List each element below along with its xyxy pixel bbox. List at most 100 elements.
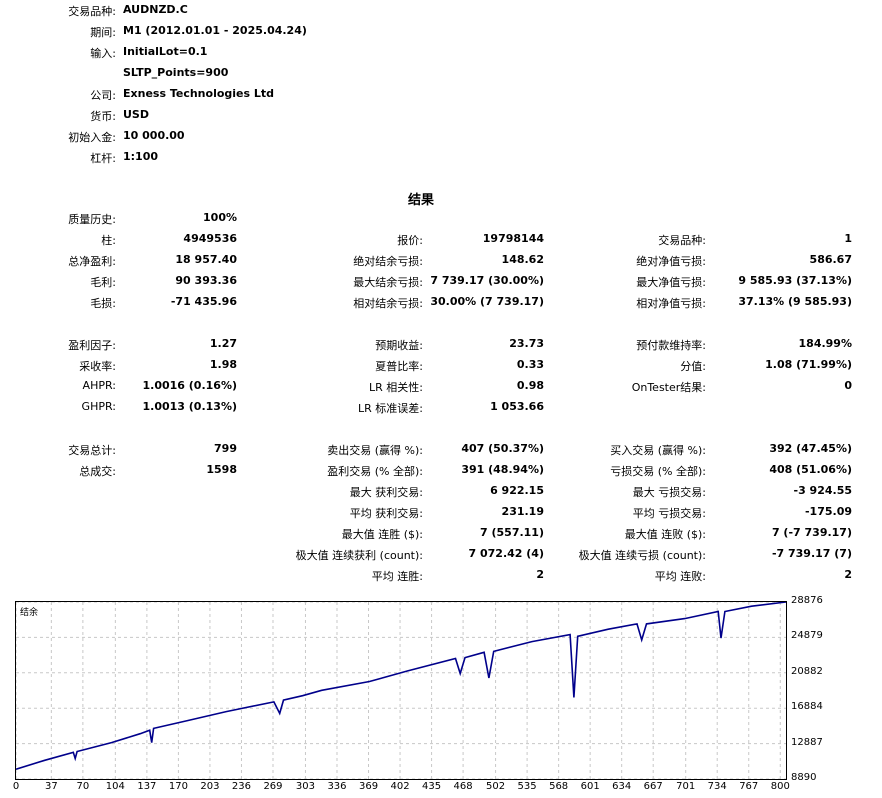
x-tick-label: 37	[44, 781, 58, 792]
x-tick-label: 402	[390, 781, 410, 792]
stat-label: LR 标准误差:	[358, 402, 423, 415]
setting-label: 初始入金:	[68, 131, 116, 144]
x-tick-label: 701	[676, 781, 696, 792]
stat-label: 平均 获利交易:	[349, 507, 423, 520]
stat-label: 最大 亏损交易:	[632, 486, 706, 499]
balance-chart-plot	[16, 602, 786, 779]
stat-value: 148.62	[501, 253, 544, 266]
stat-label: 总净盈利:	[68, 255, 116, 268]
x-tick-label: 0	[12, 781, 20, 792]
stat-value: 1	[844, 232, 852, 245]
x-tick-label: 336	[327, 781, 347, 792]
x-tick-label: 800	[770, 781, 790, 792]
stat-value: 1598	[206, 463, 237, 476]
stat-value: 0.33	[516, 358, 544, 371]
setting-value: USD	[123, 108, 149, 121]
stat-label: 盈利因子:	[68, 339, 116, 352]
stat-value: 23.73	[509, 337, 544, 350]
stat-label: 绝对结余亏损:	[353, 255, 423, 268]
stat-value: 0.98	[516, 379, 544, 392]
setting-value: SLTP_Points=900	[123, 66, 229, 79]
stat-label: 报价:	[397, 234, 423, 247]
stat-label: 最大值 连胜 ($):	[341, 528, 423, 541]
y-tick-label: 16884	[791, 701, 823, 713]
setting-label: 货币:	[90, 110, 116, 123]
stat-value: 799	[214, 442, 237, 455]
stat-value: 7 739.17 (30.00%)	[430, 274, 544, 287]
setting-value: Exness Technologies Ltd	[123, 87, 275, 100]
x-tick-label: 70	[76, 781, 90, 792]
x-tick-label: 269	[263, 781, 283, 792]
x-tick-label: 369	[358, 781, 379, 792]
stat-label: 平均 连败:	[654, 570, 706, 583]
x-tick-label: 767	[739, 781, 759, 792]
stat-value: 7 072.42 (4)	[468, 547, 544, 560]
balance-line	[16, 602, 786, 770]
stat-label: 最大结余亏损:	[353, 276, 423, 289]
stat-value: -7 739.17 (7)	[771, 547, 852, 560]
stat-label: 毛损:	[90, 297, 116, 310]
stat-label: 采收率:	[79, 360, 116, 373]
stat-label: 盈利交易 (% 全部):	[327, 465, 423, 478]
y-tick-label: 20882	[791, 665, 823, 677]
stat-value: 1.08 (71.99%)	[765, 358, 852, 371]
stat-label: 买入交易 (赢得 %):	[610, 444, 706, 457]
x-tick-label: 667	[643, 781, 663, 792]
stat-value: 19798144	[482, 232, 544, 245]
stat-value: 1.0013 (0.13%)	[142, 400, 238, 413]
y-tick-label: 28876	[791, 595, 823, 606]
stat-label: 相对净值亏损:	[636, 297, 706, 310]
stat-value: 1 053.66	[490, 400, 544, 413]
stat-label: OnTester结果:	[631, 381, 706, 394]
stat-value: 586.67	[809, 253, 852, 266]
stat-value: 1.98	[209, 358, 237, 371]
x-tick-label: 502	[486, 781, 506, 792]
stat-value: 7 (557.11)	[480, 526, 544, 539]
setting-label: 公司:	[90, 89, 116, 102]
x-tick-label: 535	[517, 781, 537, 792]
chart-legend: 结余	[20, 608, 39, 618]
stat-value: 100%	[203, 211, 237, 224]
stat-label: 卖出交易 (赢得 %):	[327, 444, 423, 457]
stat-label: 最大值 连败 ($):	[624, 528, 706, 541]
stat-label: GHPR:	[81, 400, 116, 413]
stat-label: 质量历史:	[68, 213, 116, 226]
y-tick-label: 8890	[791, 772, 817, 783]
x-tick-label: 568	[549, 781, 569, 792]
stat-label: 夏普比率:	[375, 360, 423, 373]
x-tick-label: 601	[580, 781, 600, 792]
stat-value: 184.99%	[798, 337, 852, 350]
x-tick-label: 236	[231, 781, 251, 792]
results-title: 结果	[408, 193, 435, 208]
stat-label: 柱:	[101, 234, 116, 247]
stat-value: 231.19	[501, 505, 544, 518]
stat-label: LR 相关性:	[369, 381, 423, 394]
stat-value: 6 922.15	[490, 484, 544, 497]
stat-value: 0	[844, 379, 852, 392]
x-tick-label: 468	[453, 781, 473, 792]
stat-label: 平均 亏损交易:	[632, 507, 706, 520]
stat-value: 37.13% (9 585.93)	[738, 295, 852, 308]
stat-label: 最大 获利交易:	[349, 486, 423, 499]
stat-value: 7 (-7 739.17)	[771, 526, 852, 539]
setting-value: M1 (2012.01.01 - 2025.04.24)	[123, 24, 307, 37]
x-tick-label: 435	[422, 781, 442, 792]
stat-label: 分值:	[680, 360, 706, 373]
x-tick-label: 104	[105, 781, 125, 792]
x-tick-label: 170	[168, 781, 188, 792]
setting-value: AUDNZD.C	[123, 3, 188, 16]
stat-value: 4949536	[183, 232, 237, 245]
stat-label: 极大值 连续获利 (count):	[295, 549, 423, 562]
setting-label: 期间:	[90, 26, 116, 39]
stat-value: 1.27	[209, 337, 237, 350]
stat-label: 预付款维持率:	[636, 339, 706, 352]
x-tick-label: 734	[707, 781, 727, 792]
setting-label: 杠杆:	[90, 152, 116, 165]
x-tick-label: 137	[137, 781, 157, 792]
stat-value: 18 957.40	[175, 253, 237, 266]
stat-value: 391 (48.94%)	[461, 463, 544, 476]
stat-value: 30.00% (7 739.17)	[430, 295, 544, 308]
x-tick-label: 303	[295, 781, 315, 792]
stat-value: 9 585.93 (37.13%)	[738, 274, 852, 287]
stat-label: 交易品种:	[658, 234, 706, 247]
